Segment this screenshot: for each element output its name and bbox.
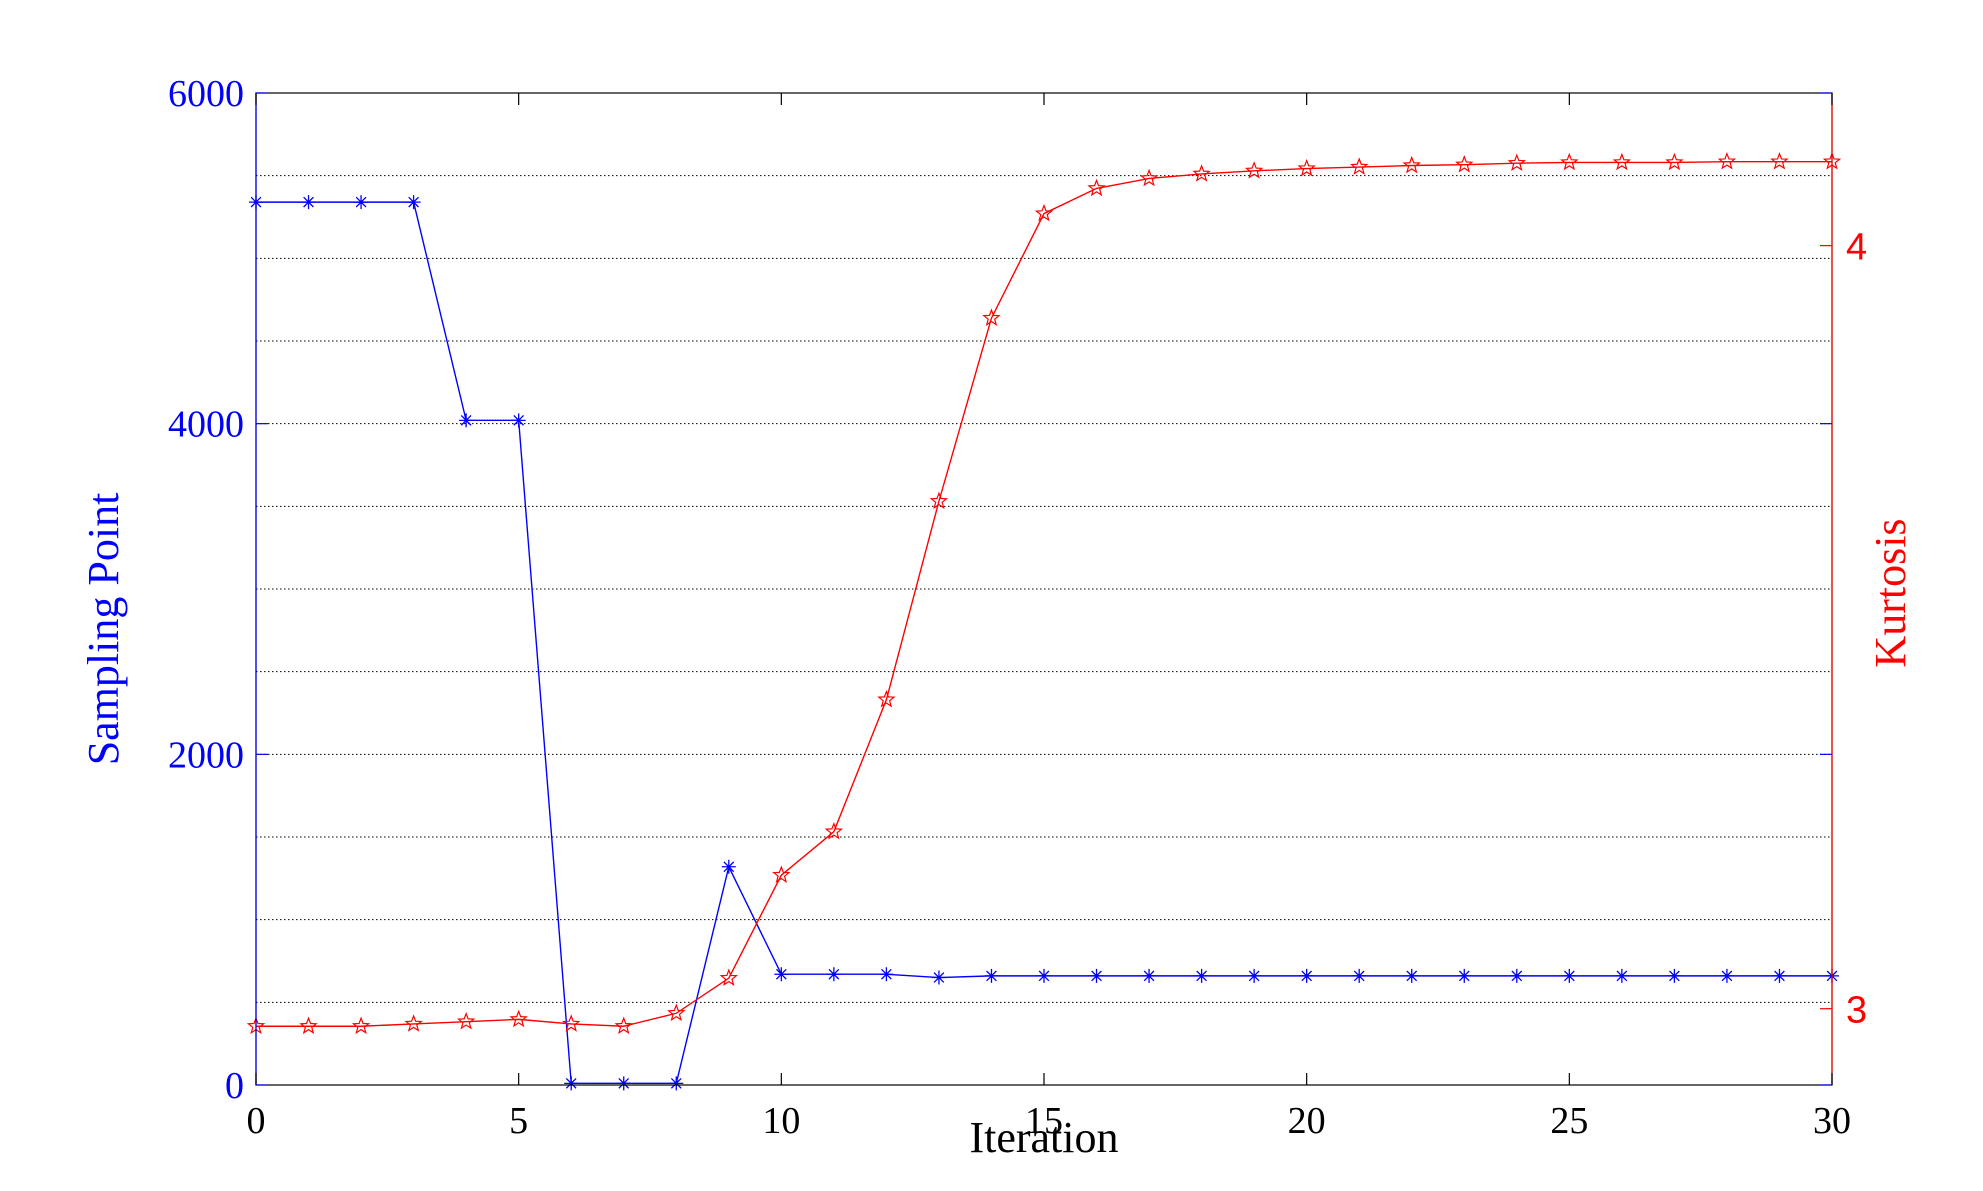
data-point-star	[1560, 152, 1579, 171]
data-point-asterisk	[406, 195, 421, 210]
data-point-star	[1192, 164, 1211, 182]
series-sampling-point	[249, 195, 1839, 1091]
data-point-star	[1349, 157, 1369, 175]
data-point-asterisk	[1247, 968, 1262, 983]
data-point-star	[561, 1014, 581, 1032]
data-point-star	[1297, 158, 1316, 177]
data-point-star	[667, 1003, 686, 1022]
x-axis-label: Iteration	[969, 1113, 1118, 1162]
data-point-star	[824, 821, 844, 840]
data-point-star	[877, 689, 896, 708]
series-line	[256, 201, 1832, 1085]
series-kurtosis	[246, 151, 1842, 1035]
data-point-asterisk	[1089, 968, 1104, 983]
data-point-star	[772, 865, 791, 883]
x-tick-label: 5	[509, 1100, 528, 1142]
data-point-star	[1139, 168, 1159, 187]
right-y-tick-label: 3	[1846, 990, 1867, 1032]
series-line	[256, 160, 1832, 1027]
data-point-asterisk	[1509, 968, 1524, 983]
ticks-layer: 0 5 10 15 20 25 30 0 2000 4000 6000 3 4	[168, 73, 1867, 1142]
data-point-asterisk	[721, 859, 736, 874]
data-point-asterisk	[931, 970, 946, 985]
data-point-asterisk	[1667, 968, 1682, 983]
x-tick-label: 25	[1550, 1100, 1588, 1142]
data-point-star	[1087, 178, 1106, 197]
data-point-star	[719, 968, 739, 987]
data-point-asterisk	[354, 195, 369, 210]
data-point-star	[1770, 151, 1789, 170]
series-layer	[246, 151, 1842, 1091]
data-point-star	[456, 1011, 476, 1030]
left-y-tick-label: 6000	[168, 73, 244, 115]
data-point-asterisk	[669, 1076, 684, 1091]
x-tick-label: 20	[1288, 1100, 1326, 1142]
data-point-asterisk	[301, 195, 316, 210]
data-point-asterisk	[1037, 968, 1051, 983]
data-point-asterisk	[1404, 968, 1419, 983]
x-tick-label: 10	[762, 1100, 800, 1142]
data-point-star	[1244, 161, 1264, 179]
data-point-asterisk	[1352, 968, 1367, 983]
data-point-asterisk	[984, 968, 999, 983]
data-point-star	[614, 1016, 633, 1035]
data-point-asterisk	[616, 1076, 631, 1091]
data-point-star	[404, 1014, 423, 1032]
left-y-tick-label: 2000	[168, 734, 244, 776]
left-y-tick-label: 0	[225, 1065, 244, 1107]
data-point-star	[1455, 155, 1474, 173]
left-y-axis-label: Sampling Point	[79, 493, 128, 766]
left-y-tick-label: 4000	[168, 404, 244, 446]
right-y-axis-label: Kurtosis	[1866, 518, 1915, 667]
data-point-star	[982, 308, 1001, 326]
data-point-asterisk	[511, 413, 526, 428]
x-tick-label: 30	[1813, 1100, 1851, 1142]
data-point-asterisk	[564, 1076, 579, 1091]
data-point-asterisk	[1299, 968, 1314, 983]
data-point-star	[1507, 153, 1527, 172]
data-point-star	[1402, 155, 1421, 174]
data-point-asterisk	[774, 967, 789, 982]
x-tick-label: 15	[1025, 1100, 1063, 1142]
data-point-asterisk	[1614, 968, 1629, 983]
data-point-star	[1665, 152, 1684, 171]
data-point-asterisk	[1194, 968, 1209, 983]
x-tick-label: 0	[247, 1100, 266, 1142]
data-point-asterisk	[1142, 968, 1157, 983]
data-point-star	[299, 1016, 318, 1035]
data-point-star	[1717, 151, 1737, 170]
data-point-asterisk	[1719, 968, 1734, 983]
data-point-star	[1612, 152, 1632, 171]
data-point-asterisk	[459, 413, 474, 428]
right-y-tick-label: 4	[1846, 227, 1867, 269]
data-point-star	[1034, 203, 1054, 222]
data-point-star	[351, 1016, 371, 1035]
data-point-asterisk	[1562, 968, 1577, 983]
data-point-asterisk	[879, 967, 894, 982]
data-point-star	[509, 1009, 528, 1028]
data-point-star	[929, 491, 949, 510]
grid-lines	[256, 175, 1832, 1003]
data-point-asterisk	[1772, 968, 1787, 983]
data-point-asterisk	[1457, 968, 1472, 983]
data-point-asterisk	[826, 967, 841, 982]
